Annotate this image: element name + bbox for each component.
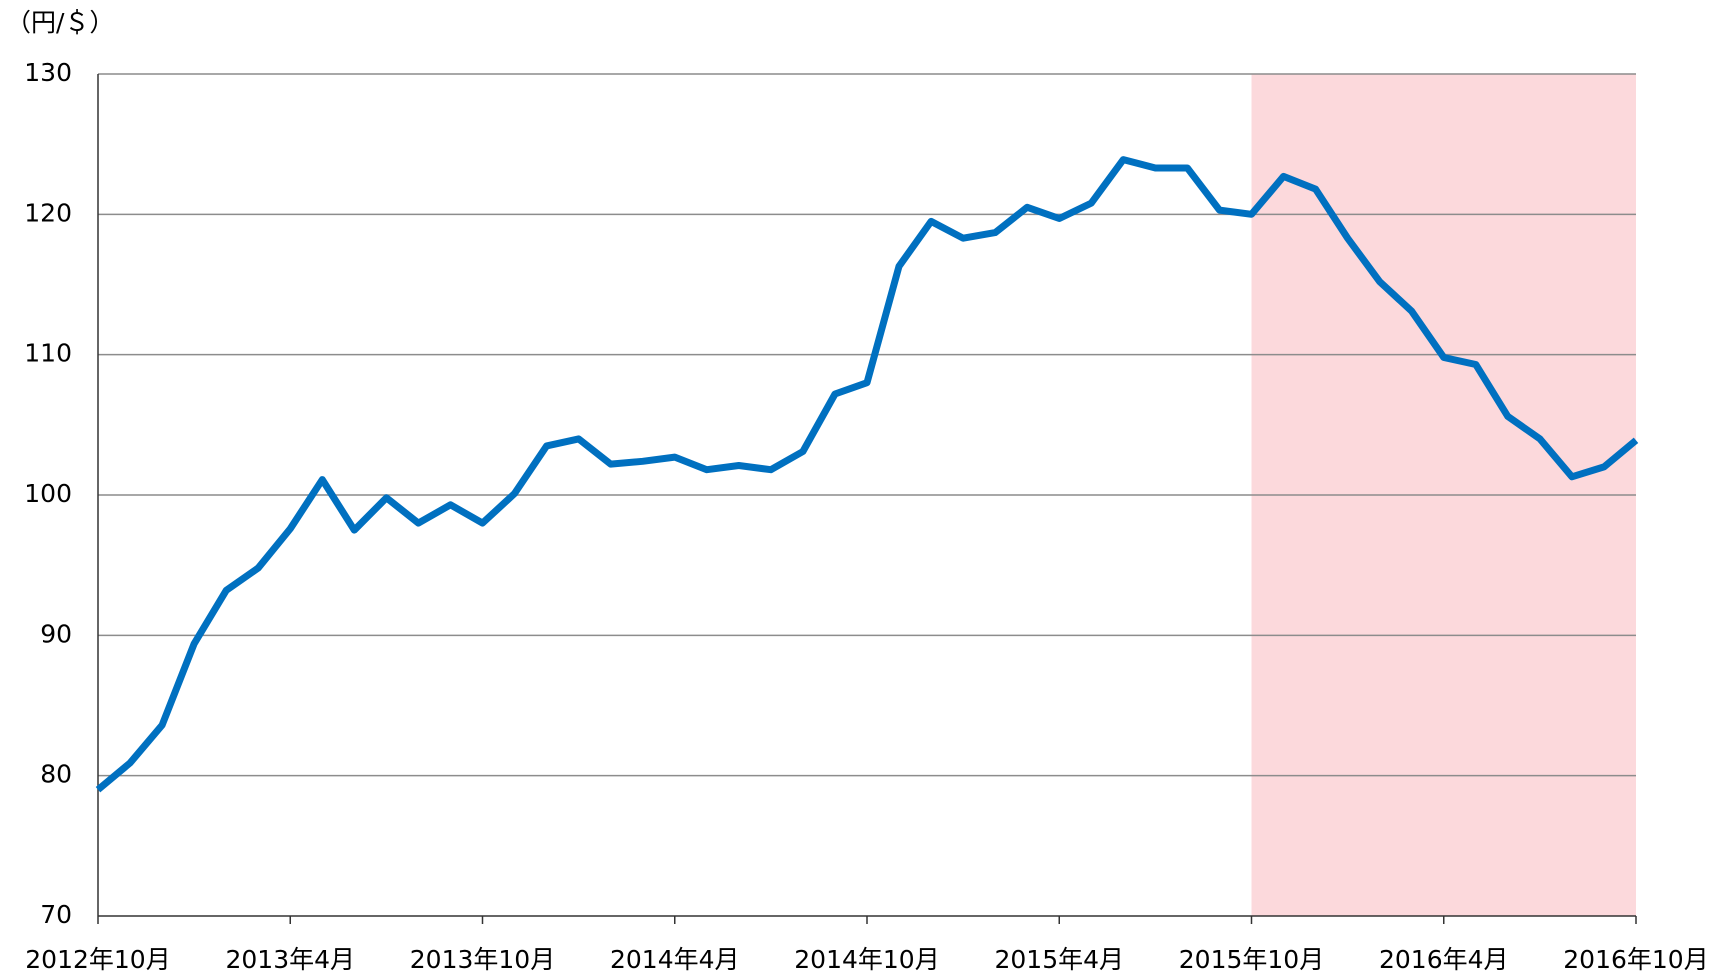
y-tick-label: 110	[24, 339, 72, 368]
y-tick-label: 100	[24, 479, 72, 508]
line-series	[95, 156, 1639, 793]
y-tick-label: 130	[24, 58, 72, 87]
x-tick-label: 2014年4月	[610, 945, 740, 974]
x-tick-label: 2015年10月	[1179, 945, 1324, 974]
x-tick-label: 2016年10月	[1563, 945, 1708, 974]
y-tick-label: 90	[40, 619, 72, 648]
x-tick-label: 2014年10月	[794, 945, 939, 974]
y-tick-label: 80	[40, 760, 72, 789]
x-tick-label: 2013年10月	[410, 945, 555, 974]
y-tick-label: 120	[24, 198, 72, 227]
x-tick-label: 2016年4月	[1379, 945, 1509, 974]
x-tick-label: 2012年10月	[25, 945, 170, 974]
x-tick-label: 2015年4月	[994, 945, 1124, 974]
x-tick-label: 2013年4月	[225, 945, 355, 974]
y-axis-label: （円/＄）	[6, 8, 114, 37]
y-tick-label: 70	[40, 900, 72, 929]
